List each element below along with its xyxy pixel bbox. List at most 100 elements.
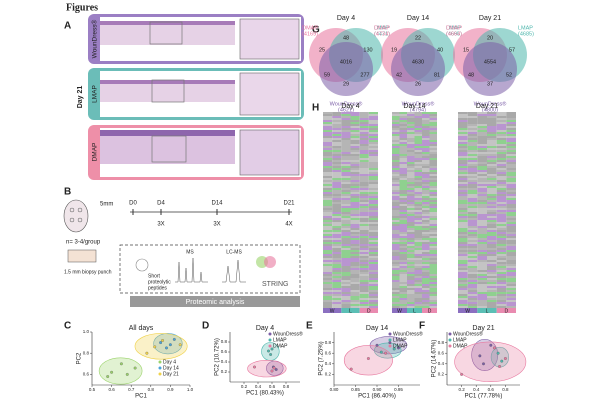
heatmap-cell <box>467 256 478 258</box>
heatmap-cell <box>323 112 333 114</box>
heatmap-cell <box>414 278 422 280</box>
heatmap-cell <box>350 128 360 130</box>
heatmap-cell <box>477 134 487 136</box>
heatmap-cell <box>399 280 407 282</box>
heatmap-cell <box>350 192 360 194</box>
heatmap-cell <box>506 256 516 258</box>
heatmap-cell <box>458 274 468 276</box>
heatmap-cell <box>350 114 360 116</box>
heatmap-cell <box>487 148 497 150</box>
heatmap-cell <box>467 124 478 126</box>
repeat-label: 4X <box>285 222 292 228</box>
heatmap-cell <box>399 260 407 262</box>
heatmap-cell <box>414 152 422 154</box>
heatmap-cell <box>323 144 333 146</box>
heatmap-cell <box>458 198 468 200</box>
heatmap-cell <box>477 280 487 282</box>
heatmap-cell <box>422 208 430 210</box>
spectrum <box>222 259 246 283</box>
heatmap-cell <box>467 158 478 160</box>
venn-circle <box>463 42 517 96</box>
heatmap-cell <box>392 164 400 166</box>
legend-label: WounDress® <box>393 330 423 337</box>
heatmap-cell <box>350 300 360 302</box>
heatmap-cell <box>392 130 400 132</box>
heatmap-cell <box>477 288 487 290</box>
heatmap-cell <box>414 216 422 218</box>
heatmap-cell <box>458 216 468 218</box>
heatmap-cell <box>422 206 430 208</box>
heatmap-cell <box>487 140 497 142</box>
heatmap-cell <box>487 300 497 302</box>
heatmap-cell <box>359 192 369 194</box>
heatmap-cell <box>332 244 342 246</box>
group-label: L <box>413 308 416 314</box>
heatmap-cell <box>496 278 507 280</box>
heatmap-cell <box>341 256 351 258</box>
heatmap-cell <box>392 274 400 276</box>
heatmap-cell <box>407 202 415 204</box>
heatmap-cell <box>496 290 507 292</box>
heatmap-cell <box>350 298 360 300</box>
heatmap-cell <box>477 120 487 122</box>
heatmap-cell <box>350 236 360 238</box>
set-count: (4695) <box>446 31 462 37</box>
heatmap-cell <box>359 258 369 260</box>
heatmap-cell <box>458 240 468 242</box>
heatmap-cell <box>323 220 333 222</box>
heatmap-cell <box>487 190 497 192</box>
heatmap-cell <box>496 292 507 294</box>
heatmap-cell <box>414 276 422 278</box>
heatmap-cell <box>414 292 422 294</box>
heatmap-cell <box>422 306 430 308</box>
set-name: DMAP <box>446 25 462 31</box>
heatmap-cell <box>487 116 497 118</box>
heatmap-cell <box>487 288 497 290</box>
heatmap-cell <box>368 250 378 252</box>
venn-title: Day 14 <box>407 15 429 22</box>
heatmap-cell <box>350 120 360 122</box>
heatmap-cell <box>414 242 422 244</box>
heatmap-cell <box>368 238 378 240</box>
heatmap-cell <box>422 184 430 186</box>
heatmap-cell <box>429 152 437 154</box>
heatmap-cell <box>392 158 400 160</box>
confidence-ellipse <box>247 360 287 378</box>
heatmap-cell <box>467 278 478 280</box>
heatmap-cell <box>341 142 351 144</box>
heatmap-cell <box>429 160 437 162</box>
heatmap-cell <box>332 198 342 200</box>
heatmap-cell <box>407 114 415 116</box>
heatmap-cell <box>467 192 478 194</box>
heatmap-cell <box>341 214 351 216</box>
heatmap-cell <box>332 146 342 148</box>
heatmap-cell <box>341 178 351 180</box>
heatmap-cell <box>368 130 378 132</box>
heatmap-cell <box>487 144 497 146</box>
legend-swatch <box>448 344 452 348</box>
heatmap-cell <box>368 184 378 186</box>
heatmap-cell <box>399 236 407 238</box>
heatmap-cell <box>487 122 497 124</box>
side-label: Day 21 <box>77 86 84 109</box>
heatmap-cell <box>399 182 407 184</box>
heatmap-cell <box>359 204 369 206</box>
heatmap-cell <box>487 234 497 236</box>
heatmap-cell <box>429 292 437 294</box>
heatmap-cell <box>467 300 478 302</box>
heatmap-cell <box>359 152 369 154</box>
heatmap-cell <box>496 230 507 232</box>
heatmap-cell <box>429 156 437 158</box>
heatmap-cell <box>477 244 487 246</box>
heatmap-cell <box>341 126 351 128</box>
region-count: 26 <box>415 81 421 87</box>
heatmap-cell <box>392 132 400 134</box>
heatmap-cell <box>399 224 407 226</box>
heatmap-cell <box>487 216 497 218</box>
heatmap-cell <box>350 188 360 190</box>
x-tick-label: 0.2 <box>241 384 248 389</box>
heatmap-cell <box>323 132 333 134</box>
heatmap-cell <box>467 238 478 240</box>
heatmap-cell <box>467 114 478 116</box>
panel-label: F <box>419 321 425 332</box>
